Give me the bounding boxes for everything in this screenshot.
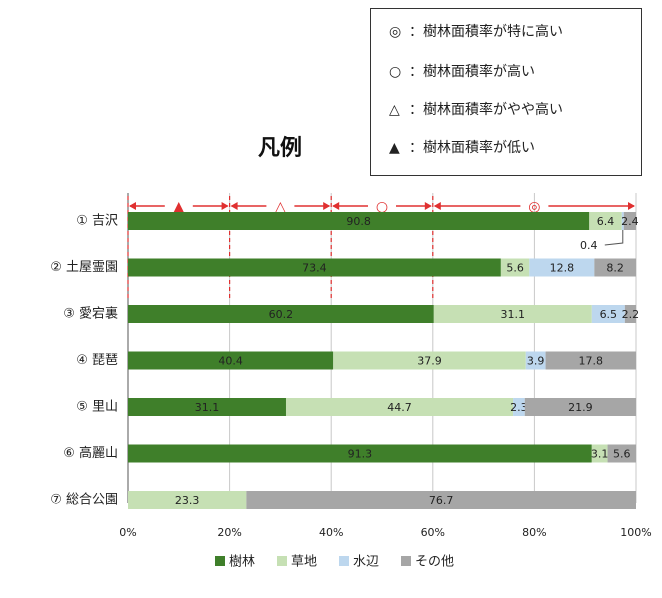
bar-segment — [594, 258, 636, 277]
bar-segment — [285, 398, 514, 416]
data-label: 60.2 — [269, 308, 294, 321]
x-tick-label: 0% — [119, 526, 136, 539]
data-label: 5.6 — [506, 262, 524, 275]
range-arrowhead-right — [323, 202, 331, 210]
category-label: ③ 愛宕裏 — [63, 307, 118, 322]
bar-segment — [591, 444, 608, 463]
legend-entry-somewhat-high: △ ：樹林面積率がやや高い — [389, 99, 563, 119]
legend-swatch — [339, 556, 349, 566]
x-tick-label: 40% — [319, 526, 343, 539]
bar-segment — [589, 212, 622, 230]
legend-label: 水辺 — [353, 555, 379, 570]
data-label: 73.4 — [302, 262, 327, 275]
legend-label: 樹林 — [229, 555, 255, 570]
data-label: 31.1 — [501, 308, 526, 321]
legend-entry-particularly-high: ◎ ：樹林面積率が特に高い — [389, 21, 563, 41]
range-symbol: △ — [275, 199, 286, 215]
range-arrowhead-right — [424, 202, 432, 210]
data-label: 76.7 — [429, 494, 454, 507]
circle-icon: ○ — [389, 64, 402, 80]
triangle-outline-icon: △ — [389, 102, 400, 118]
legend-entry-text: ：樹林面積率が特に高い — [409, 24, 563, 40]
data-label: 31.1 — [195, 401, 220, 414]
data-label: 12.8 — [550, 262, 575, 275]
legend-entry-text: ：樹林面積率がやや高い — [409, 102, 563, 118]
double-circle-icon: ◎ — [389, 24, 402, 40]
data-label: 6.5 — [600, 308, 618, 321]
bar-segment — [529, 258, 595, 277]
data-label: 8.2 — [606, 262, 624, 275]
category-label: ⑦ 総合公園 — [50, 493, 118, 508]
data-label: 44.7 — [387, 401, 412, 414]
range-arrowhead-left — [129, 202, 136, 210]
bar-segment — [128, 305, 434, 323]
data-label: 5.6 — [613, 448, 631, 461]
bar-segment — [545, 351, 636, 370]
bar-segment — [128, 491, 247, 509]
bar-segment — [607, 444, 636, 463]
category-label: ⑤ 里山 — [76, 400, 118, 415]
triangle-filled-icon: ▲ — [389, 140, 400, 156]
x-tick-label: 80% — [522, 526, 546, 539]
callout-leader-line — [604, 230, 624, 246]
range-arrowhead-left — [433, 202, 441, 210]
bar-segment — [525, 351, 546, 370]
category-label: ② 土屋霊園 — [50, 260, 118, 275]
data-label: 40.4 — [218, 355, 243, 368]
bar-segment — [128, 351, 334, 370]
legend-entry-low: ▲ ：樹林面積率が低い — [389, 137, 535, 157]
category-label: ⑥ 高麗山 — [63, 445, 118, 461]
bar-segment — [500, 258, 530, 277]
legend-swatch — [401, 556, 411, 566]
legend-label: 草地 — [291, 555, 317, 570]
bar-segment — [524, 398, 636, 416]
data-label: 91.3 — [348, 448, 373, 461]
x-tick-label: 20% — [217, 526, 241, 539]
range-arrowhead-right — [221, 202, 229, 210]
range-arrowhead-right — [628, 202, 635, 210]
data-label: 6.4 — [597, 215, 615, 228]
data-label: 17.8 — [579, 355, 604, 368]
bar-segment — [433, 305, 592, 323]
bar-segment — [128, 444, 592, 463]
bar-segment — [591, 305, 625, 323]
range-arrowhead-left — [332, 202, 340, 210]
legend-entry-text: ：樹林面積率が低い — [409, 140, 535, 156]
callout-label: 0.4 — [580, 239, 598, 252]
legend-swatch — [215, 556, 225, 566]
legend-entry-high: ○ ：樹林面積率が高い — [389, 61, 535, 81]
data-label: 2.3 — [510, 401, 528, 414]
legend-label: その他 — [415, 555, 454, 570]
x-tick-label: 100% — [620, 526, 651, 539]
category-label: ① 吉沢 — [76, 214, 118, 229]
legend-title: 凡例 — [258, 136, 303, 161]
bar-segment — [128, 258, 501, 277]
bar-segment — [623, 212, 636, 230]
data-label: 90.8 — [346, 215, 371, 228]
bar-segment — [513, 398, 525, 416]
bar-segment — [624, 305, 636, 323]
legend-entry-text: ：樹林面積率が高い — [409, 64, 535, 80]
range-symbol: ○ — [376, 199, 388, 215]
data-label: 2.4 — [621, 215, 639, 228]
legend-swatch — [277, 556, 287, 566]
range-arrowhead-left — [230, 202, 238, 210]
data-label: 21.9 — [568, 401, 593, 414]
data-label: 3.9 — [527, 355, 545, 368]
range-symbol: ▲ — [173, 199, 184, 215]
bar-segment — [246, 491, 636, 509]
symbol-legend-box: ◎ ：樹林面積率が特に高い ○ ：樹林面積率が高い △ ：樹林面積率がやや高い ▲ ：樹… — [370, 8, 642, 176]
data-label: 2.2 — [622, 308, 640, 321]
data-label: 23.3 — [175, 494, 200, 507]
bar-segment — [621, 212, 624, 230]
data-label: 3.1 — [591, 448, 609, 461]
x-tick-label: 60% — [421, 526, 445, 539]
data-label: 37.9 — [417, 355, 442, 368]
range-symbol: ◎ — [528, 199, 540, 215]
bar-segment — [128, 212, 590, 230]
bar-segment — [128, 398, 286, 416]
category-label: ④ 琵琶 — [76, 353, 118, 368]
bar-segment — [333, 351, 526, 370]
